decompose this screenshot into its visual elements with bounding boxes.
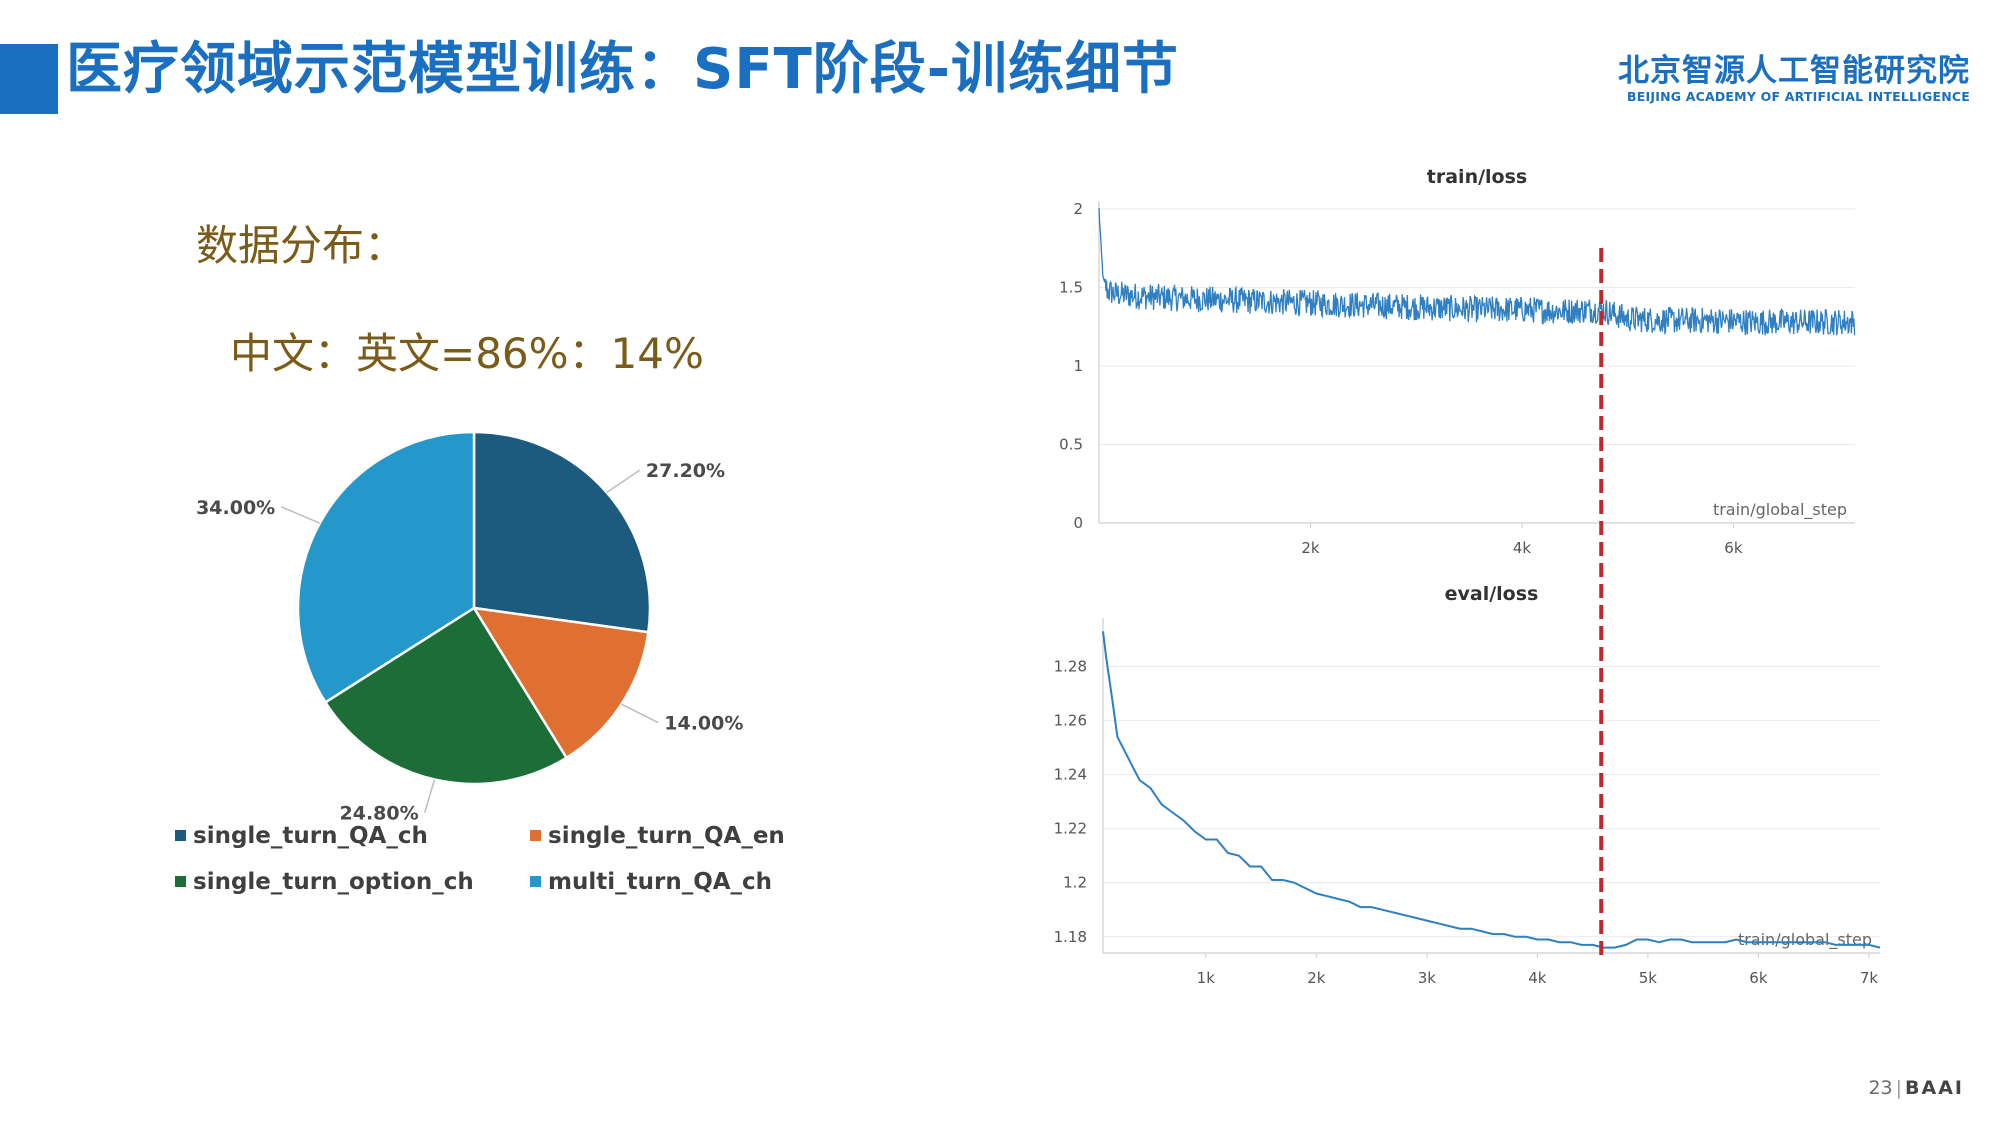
y-tick-label: 1.18	[1054, 928, 1087, 946]
x-tick-label: 5k	[1639, 969, 1658, 987]
y-tick-label: 1.24	[1054, 766, 1087, 784]
legend-label: single_turn_QA_en	[548, 823, 785, 849]
y-tick-label: 0.5	[1059, 436, 1083, 454]
x-tick-label: 4k	[1513, 539, 1532, 557]
pie-slice-multi_turn_QA_ch	[296, 430, 476, 705]
x-tick-label: 6k	[1749, 969, 1768, 987]
legend-swatch-single_turn_QA_ch	[175, 830, 186, 841]
section-label: 数据分布：	[196, 221, 407, 270]
pie-value-label: 34.00%	[196, 497, 275, 519]
brand-mark: BAAI	[1905, 1077, 1964, 1099]
y-tick-label: 2	[1073, 200, 1083, 218]
y-tick-label: 1.2	[1063, 874, 1087, 892]
page-footer: 23 | BAAI	[1868, 1077, 1964, 1099]
y-tick-label: 1	[1073, 357, 1083, 375]
pie-value-label: 27.20%	[646, 460, 725, 482]
pie-leader-line	[423, 779, 436, 813]
legend-label: single_turn_option_ch	[193, 869, 474, 895]
chart-title: train/loss	[1427, 166, 1527, 188]
pie-value-label: 14.00%	[664, 713, 743, 735]
pie-legend: single_turn_QA_ch single_turn_QA_ensingle…	[175, 823, 785, 895]
page-number: 23	[1868, 1077, 1893, 1099]
legend-swatch-multi_turn_QA_ch	[530, 876, 541, 887]
y-tick-label: 0	[1073, 514, 1083, 532]
chart-title: eval/loss	[1445, 583, 1539, 605]
legend-label: multi_turn_QA_ch	[548, 869, 772, 895]
y-tick-label: 1.26	[1054, 712, 1087, 730]
pie-value-label: 24.80%	[340, 803, 419, 825]
pie-leader-line	[621, 703, 659, 724]
eval-loss-line	[1102, 631, 1881, 949]
baai-logo: 北京智源人工智能研究院 BEIJING ACADEMY OF ARTIFICIA…	[1610, 52, 1970, 104]
pie-leader-line	[280, 506, 321, 524]
x-tick-label: 1k	[1197, 969, 1216, 987]
pie-chart: 27.20% 14.00% 24.80% 34.00%	[196, 430, 743, 825]
x-axis-label: train/global_step	[1713, 500, 1847, 520]
pie-slice-single_turn_QA_ch	[472, 430, 652, 634]
y-tick-label: 1.28	[1054, 658, 1087, 676]
x-tick-label: 2k	[1301, 539, 1320, 557]
legend-swatch-single_turn_option_ch	[175, 876, 186, 887]
x-tick-label: 7k	[1860, 969, 1879, 987]
y-tick-label: 1.5	[1059, 279, 1083, 297]
logo-english-name: BEIJING ACADEMY OF ARTIFICIAL INTELLIGEN…	[1627, 89, 1970, 104]
pie-slice-single_turn_option_ch	[323, 606, 569, 786]
x-tick-label: 2k	[1307, 969, 1326, 987]
legend-swatch-single_turn_QA_en	[530, 830, 541, 841]
pie-leader-line	[606, 469, 641, 494]
train-loss-chart: train/loss 0 0.5 1 1.5 2 2k 4k 6k train/global_st…	[1059, 166, 1856, 557]
x-tick-label: 4k	[1528, 969, 1547, 987]
x-axis-label: train/global_step	[1738, 930, 1872, 950]
x-tick-label: 6k	[1724, 539, 1743, 557]
logo-chinese-name: 北京智源人工智能研究院	[1618, 53, 1970, 89]
train-loss-line	[1098, 207, 1856, 336]
language-ratio: 中文：英文=86%：14%	[230, 329, 704, 378]
title-accent-bar	[0, 44, 58, 114]
legend-label: single_turn_QA_ch	[193, 823, 428, 849]
x-tick-label: 3k	[1418, 969, 1437, 987]
eval-loss-chart: eval/loss 1.18 1.2 1.22 1.24 1.26 1.28 1k 2k 3k 4k…	[1054, 583, 1881, 987]
slide-title: 医疗领域示范模型训练：SFT阶段-训练细节	[66, 37, 1180, 102]
y-tick-label: 1.22	[1054, 820, 1087, 838]
pie-slice-single_turn_QA_en	[471, 606, 650, 760]
